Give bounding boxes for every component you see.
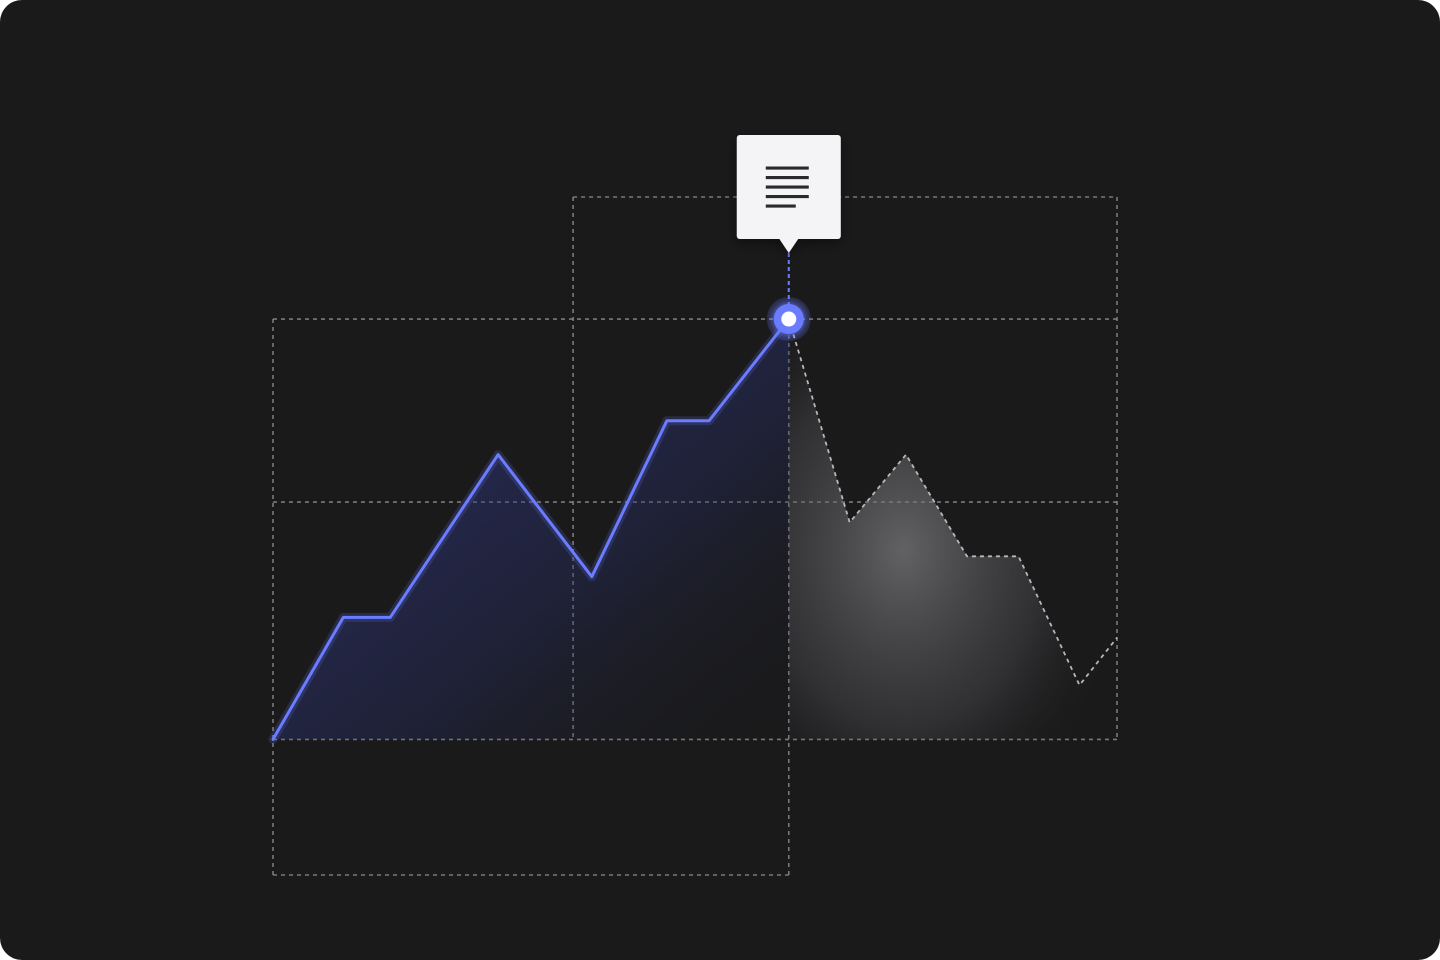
highlight-layer xyxy=(736,135,841,342)
note-callout xyxy=(736,135,841,254)
actual-line xyxy=(271,317,791,741)
actual-area-fill xyxy=(273,319,789,740)
projected-line xyxy=(787,318,1118,687)
area-fills xyxy=(273,319,1117,740)
series-lines xyxy=(268,314,1118,744)
text-lines-icon xyxy=(765,166,809,208)
highlight-point-center xyxy=(781,311,797,327)
note-pointer xyxy=(778,238,799,254)
projected-area-fill xyxy=(788,319,1117,740)
